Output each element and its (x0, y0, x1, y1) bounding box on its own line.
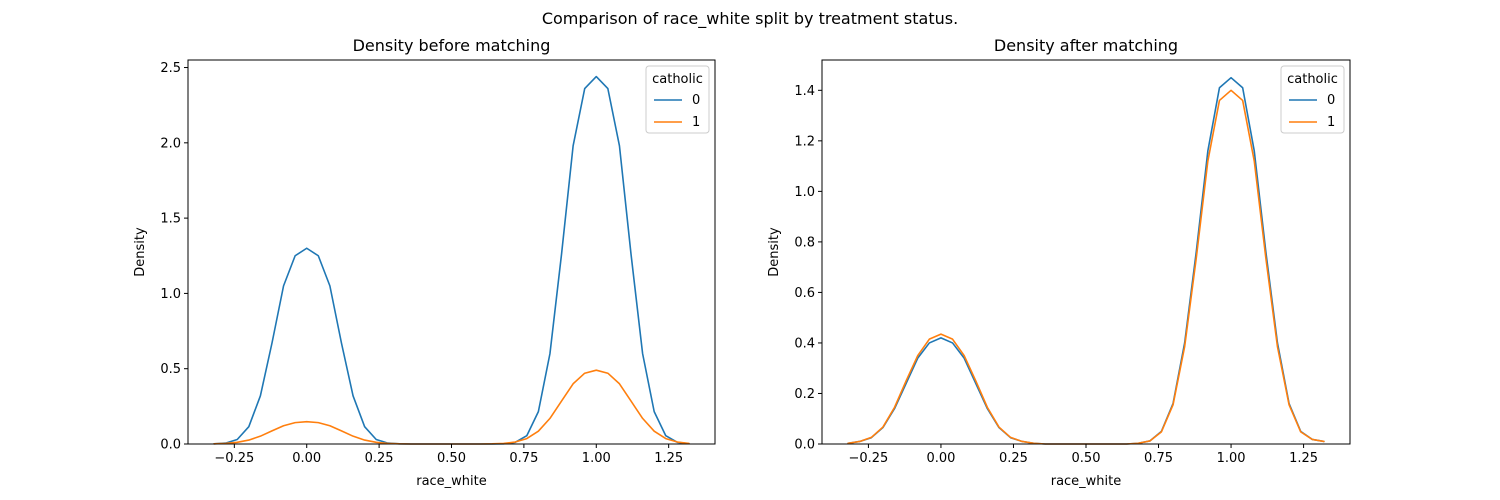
x-tick-label: 0.00 (292, 451, 321, 466)
plot-frame (821, 59, 1351, 445)
y-tick-label: 0.0 (160, 438, 181, 453)
x-axis-label: race_white (416, 474, 487, 489)
y-tick-label: 1.2 (794, 134, 815, 149)
y-tick-label: 1.0 (160, 287, 181, 302)
x-tick-label: 1.00 (582, 451, 611, 466)
x-tick-label: −0.25 (214, 451, 254, 466)
series-line-catholic-0 (847, 76, 1325, 445)
legend-entry-label: 0 (692, 93, 700, 108)
series-line-catholic-1 (213, 369, 690, 445)
x-tick-label: 0.50 (437, 451, 466, 466)
legend-entry-label: 0 (1327, 93, 1335, 108)
y-tick-label: 0.4 (794, 336, 815, 351)
legend-title: catholic (1287, 72, 1338, 87)
x-tick-label: 0.75 (1144, 451, 1173, 466)
y-tick-label: 0.5 (160, 362, 181, 377)
legend: catholic 0 1 (1280, 65, 1345, 134)
y-tick-label: 0.8 (794, 235, 815, 250)
y-tick-label: 0.2 (794, 387, 815, 402)
x-tick-label: 0.00 (926, 451, 955, 466)
y-tick-label: 1.5 (160, 212, 181, 227)
x-tick-label: −0.25 (848, 451, 888, 466)
x-tick-label: 1.25 (1289, 451, 1318, 466)
y-axis-label: Density (133, 227, 148, 277)
x-tick-label: 0.25 (365, 451, 394, 466)
figure-suptitle: Comparison of race_white split by treatm… (542, 9, 958, 29)
legend-entry-label: 1 (692, 115, 700, 130)
y-tick-label: 1.0 (794, 185, 815, 200)
chart-title: Density after matching (994, 36, 1178, 55)
chart-panel-before: Density before matching−0.25 0.00 0.25 0.50… (133, 36, 716, 489)
x-tick-label: 0.25 (999, 451, 1028, 466)
chart-panel-after: Density after matching−0.25 0.00 0.25 0.50 0… (767, 36, 1351, 489)
legend-entry-label: 1 (1327, 115, 1335, 130)
plot-frame (187, 59, 716, 445)
legend: catholic 0 1 (645, 65, 710, 134)
chart-title: Density before matching (353, 36, 551, 55)
y-tick-label: 2.0 (160, 136, 181, 151)
y-axis-label: Density (767, 227, 782, 277)
legend-title: catholic (652, 72, 703, 87)
x-axis-label: race_white (1051, 474, 1122, 489)
x-tick-label: 0.75 (509, 451, 538, 466)
y-tick-label: 0.0 (794, 438, 815, 453)
y-tick-label: 2.5 (160, 61, 181, 76)
x-tick-label: 0.50 (1072, 451, 1101, 466)
y-tick-label: 1.4 (794, 84, 815, 99)
x-tick-label: 1.00 (1217, 451, 1246, 466)
x-tick-label: 1.25 (654, 451, 683, 466)
y-tick-label: 0.6 (794, 286, 815, 301)
series-line-catholic-0 (213, 75, 690, 445)
